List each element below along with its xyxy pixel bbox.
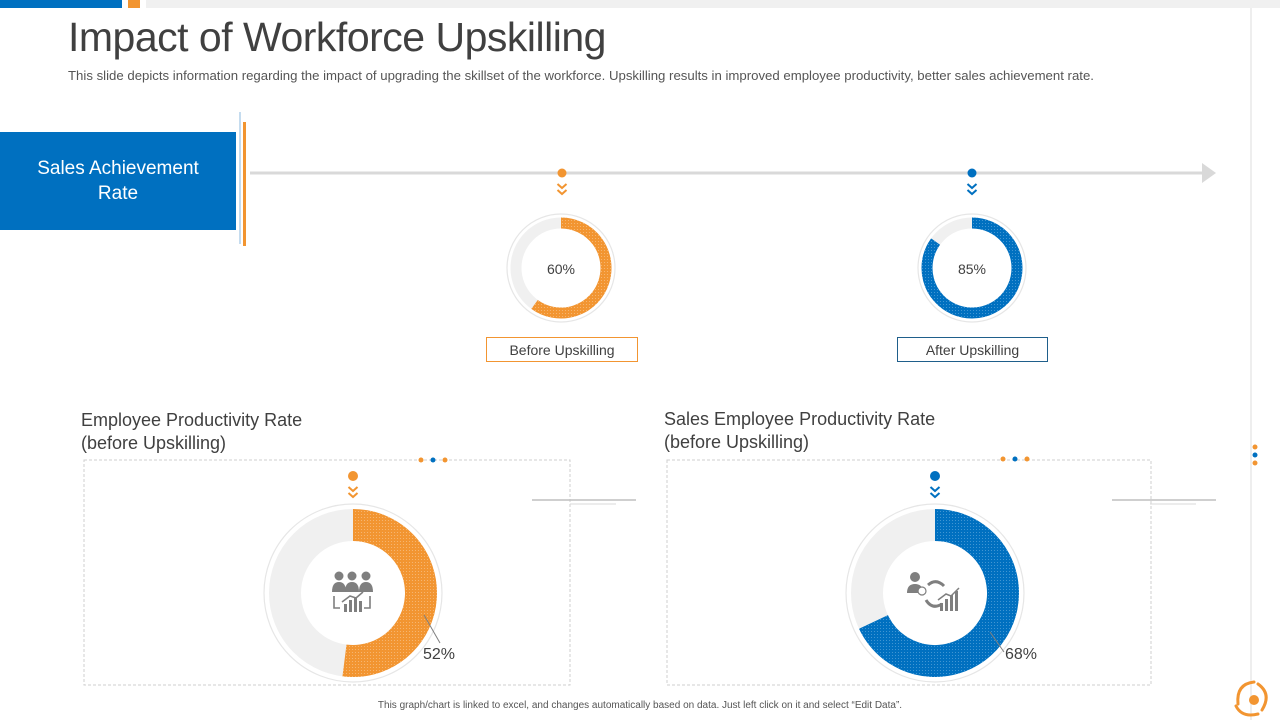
donut-value-arc (921, 217, 1023, 319)
sales-achievement-rate-label: Sales Achievement Rate (37, 158, 199, 204)
page-title: Impact of Workforce Upskilling (68, 14, 606, 60)
value-label-before: 60% (547, 261, 575, 277)
dots-ornament-right (1000, 456, 1030, 462)
employee-productivity-title-line-2: (before Upskilling) (81, 433, 227, 453)
donut-sales-employee-productivity (845, 503, 1025, 683)
leader-line-sales-employee-productivity (989, 631, 1005, 653)
donut-after-upskilling (917, 213, 1027, 323)
page-subtitle: This slide depicts information regarding… (68, 68, 1094, 83)
marker-sales-employee-productivity (929, 471, 941, 499)
frame-employee-productivity (83, 459, 571, 686)
value-label-after: 85% (958, 261, 986, 277)
donut-value-arc (531, 217, 612, 319)
value-label-employee-productivity: 52% (423, 646, 455, 663)
sales-employee-productivity-title-line-2: (before Upskilling) (664, 432, 810, 452)
footer-note: This graph/chart is linked to excel, and… (377, 700, 903, 711)
top-accent-grey (146, 0, 1280, 8)
marker-employee-productivity (347, 471, 359, 499)
donut-before-upskilling (506, 213, 616, 323)
before-upskilling-label: Before Upskilling (486, 337, 638, 362)
donut-outer-ring (506, 213, 616, 323)
top-accent-orange (128, 0, 140, 8)
donut-outer-ring (917, 213, 1027, 323)
sales-growth-icon (907, 572, 960, 611)
sales-achievement-rate-box: Sales Achievement Rate (0, 132, 236, 230)
dots-ornament-left (418, 457, 448, 463)
employee-productivity-title-line-1: Employee Productivity Rate (81, 410, 303, 430)
donut-value-arc (342, 509, 437, 677)
side-accent-line-orange (243, 122, 246, 246)
marker-after (966, 168, 978, 196)
right-divider (1250, 8, 1252, 720)
leader-line-employee-productivity (423, 614, 441, 644)
sales-employee-productivity-title-line-1: Sales Employee Productivity Rate (664, 409, 936, 429)
donut-employee-productivity (263, 503, 443, 683)
donut-value-arc (859, 509, 1019, 677)
frame-sales-employee-productivity (666, 459, 1152, 686)
company-logo (1234, 680, 1268, 717)
employee-productivity-title: Employee Productivity Rate (before Upski… (81, 409, 302, 455)
top-accent-blue (0, 0, 122, 8)
dots-ornament-edge (1252, 444, 1258, 466)
timeline-arrowhead (1202, 163, 1216, 183)
after-upskilling-label: After Upskilling (897, 337, 1048, 362)
marker-before (556, 168, 568, 196)
team-growth-icon (332, 571, 373, 612)
sales-employee-productivity-title: Sales Employee Productivity Rate (before… (664, 408, 935, 454)
value-label-sales-employee-productivity: 68% (1005, 646, 1037, 663)
side-accent-line-blue (239, 112, 241, 244)
